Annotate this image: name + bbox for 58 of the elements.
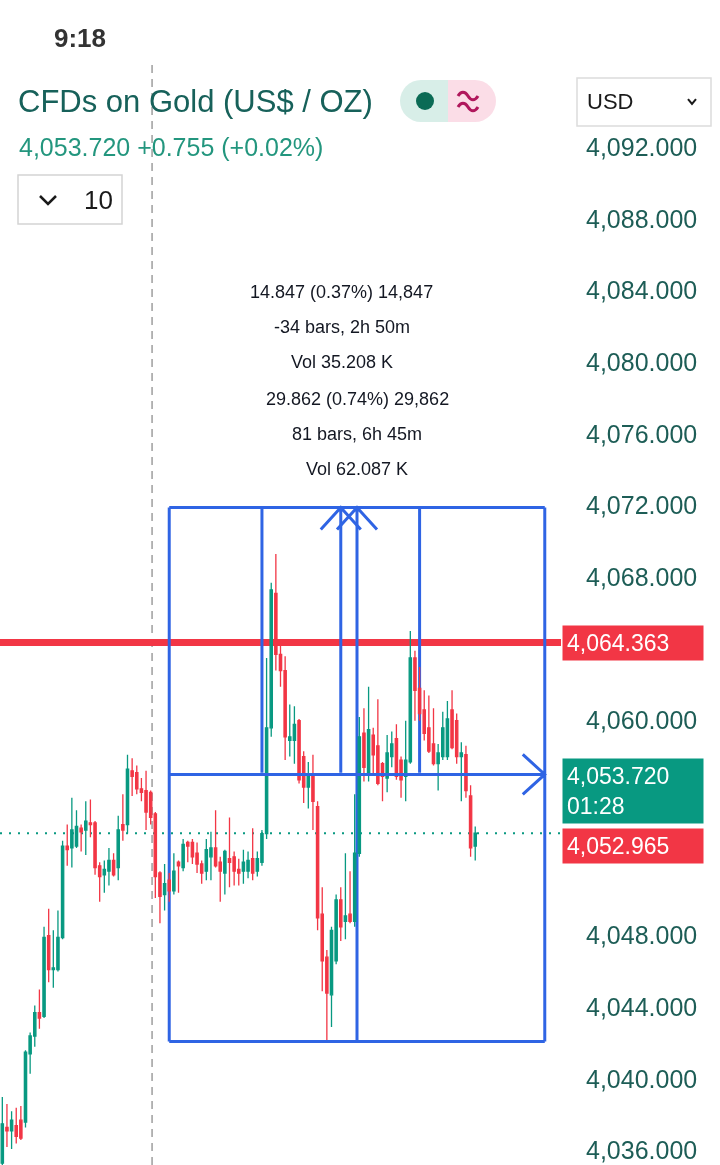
candlestick — [459, 741, 464, 802]
candlestick — [464, 745, 468, 799]
candlestick — [223, 849, 227, 896]
candlestick — [362, 707, 366, 783]
candlestick — [42, 926, 46, 1019]
y-tick-label: 4,088.000 — [586, 204, 698, 233]
candlestick — [176, 859, 181, 894]
candlestick — [343, 852, 348, 940]
y-tick-label: 4,044.000 — [586, 993, 698, 1022]
candlestick — [403, 720, 408, 802]
y-tick-label: 4,048.000 — [586, 921, 698, 950]
series-label: 29.862 (0.74%) 29,862 81 bars, 6h 45m Vol 62.087 K — [266, 389, 450, 479]
candlestick — [46, 908, 51, 983]
y-tick-label: 4,040.000 — [586, 1064, 698, 1093]
candlestick — [172, 852, 176, 896]
candlestick — [121, 793, 125, 842]
candlestick — [0, 1096, 5, 1165]
y-tick-label: 4,084.000 — [586, 276, 698, 305]
candlestick — [366, 686, 371, 783]
candlestick — [167, 872, 172, 903]
candlestick — [311, 754, 315, 831]
candlestick — [250, 827, 255, 881]
y-tick-label: 4,068.000 — [586, 563, 698, 592]
candlestick — [70, 797, 74, 869]
text: 4,052.965 — [567, 833, 670, 859]
y-tick-label: 4,072.000 — [586, 491, 698, 520]
y-tick-label: 4,092.000 — [586, 133, 698, 162]
y-tick-label: 4,060.000 — [586, 706, 698, 735]
candlestick — [162, 863, 167, 912]
candlestick — [306, 761, 311, 810]
text: 9:18 — [54, 23, 107, 53]
ref-line-label: 4,064.363 — [567, 630, 670, 656]
y-tick-label: 4,036.000 — [586, 1136, 698, 1165]
candlestick — [348, 870, 352, 924]
candlestick — [65, 823, 70, 867]
text: CFDs on Gold (US$ / OZ) — [18, 83, 373, 119]
candlestick — [246, 850, 250, 880]
candlestick — [83, 800, 88, 856]
y-tick-label: 4,080.000 — [586, 348, 698, 377]
candlestick — [37, 988, 42, 1030]
candlestick — [413, 650, 417, 722]
candlestick — [144, 770, 148, 831]
text: 4,053.720 +0.755 (+0.02%) — [19, 133, 324, 161]
y-tick-label: 4,076.000 — [586, 419, 698, 448]
candlestick — [241, 849, 246, 885]
annotation: 14.847 (0.37%) 14,847 -34 bars, 2h 50m Vol 35.208 K — [250, 282, 434, 372]
ref-line-label: 4,053.720 01:28 — [567, 763, 670, 819]
candlestick — [79, 823, 83, 853]
candlestick — [445, 700, 450, 761]
candlestick — [9, 1110, 14, 1150]
candlestick — [14, 1107, 19, 1145]
candlestick — [292, 705, 297, 765]
candlestick — [185, 840, 190, 863]
candlestick — [181, 838, 185, 872]
candlestick — [5, 1103, 9, 1148]
candlestick — [116, 815, 121, 881]
candlestick — [227, 816, 232, 888]
candlestick — [338, 886, 343, 942]
